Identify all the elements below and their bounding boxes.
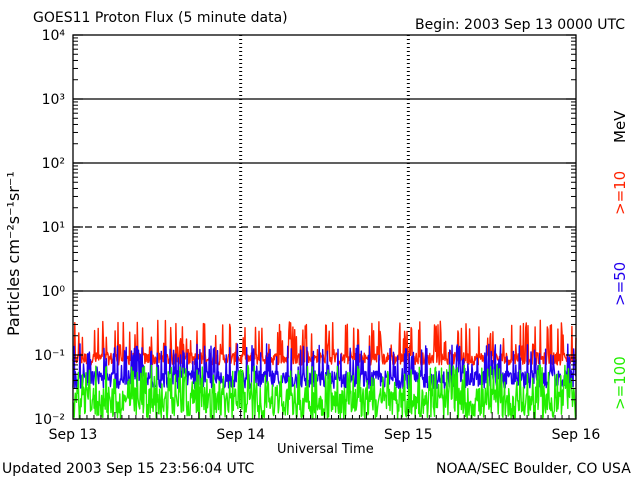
x-tick-label: Sep 14 [216,427,265,443]
begin-time: Begin: 2003 Sep 13 0000 UTC [415,17,626,33]
y-tick-label: 10³ [42,92,65,108]
y-tick-label: 10¹ [42,220,65,236]
updated-timestamp: Updated 2003 Sep 15 23:56:04 UTC [2,461,255,477]
legend-item-100mev: >=100 [611,356,629,410]
series-line [72,343,577,390]
legend-item-10mev: >=10 [611,170,629,215]
y-tick-label: 10⁻² [34,412,65,428]
y-axis-label: Particles cm⁻²s⁻¹sr⁻¹ [4,171,23,336]
x-tick-label: Sep 15 [384,427,433,443]
x-tick-label: Sep 13 [49,427,98,443]
legend-item-50mev: >=50 [611,261,629,306]
chart-title: GOES11 Proton Flux (5 minute data) [33,10,288,26]
y-tick-label: 10⁰ [42,284,66,300]
credit-text: NOAA/SEC Boulder, CO USA [436,461,631,477]
y-tick-label: 10² [42,156,65,172]
y-tick-label: 10⁻¹ [34,348,65,364]
legend-unit: MeV [611,110,629,143]
x-axis-label: Universal Time [277,442,374,457]
x-tick-label: Sep 16 [552,427,601,443]
y-tick-label: 10⁴ [42,28,66,44]
